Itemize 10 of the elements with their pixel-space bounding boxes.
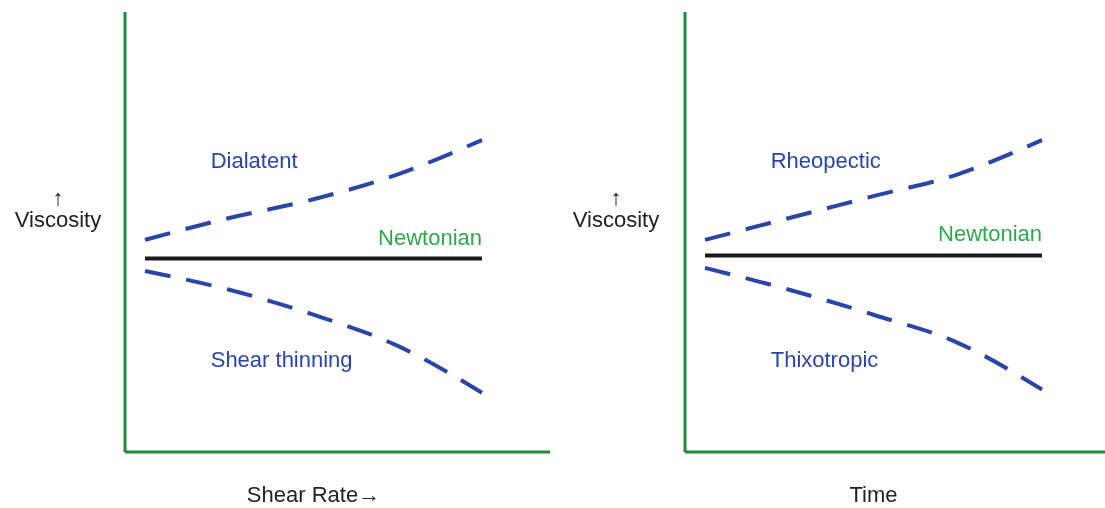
series-label: Shear thinning	[210, 346, 353, 372]
x-axis-title: Shear Rate→	[246, 482, 381, 507]
series-label: Thixotropic	[770, 346, 879, 372]
y-axis-title: ↑ Viscosity	[572, 185, 660, 232]
x-axis-title: Time	[849, 482, 898, 507]
series-label: Rheopectic	[770, 148, 881, 173]
series-label: Dialatent	[210, 148, 298, 173]
y-axis-title: ↑ Viscosity	[14, 185, 102, 232]
series-label: Newtonian	[378, 224, 482, 250]
series-label: Newtonian	[938, 221, 1042, 247]
